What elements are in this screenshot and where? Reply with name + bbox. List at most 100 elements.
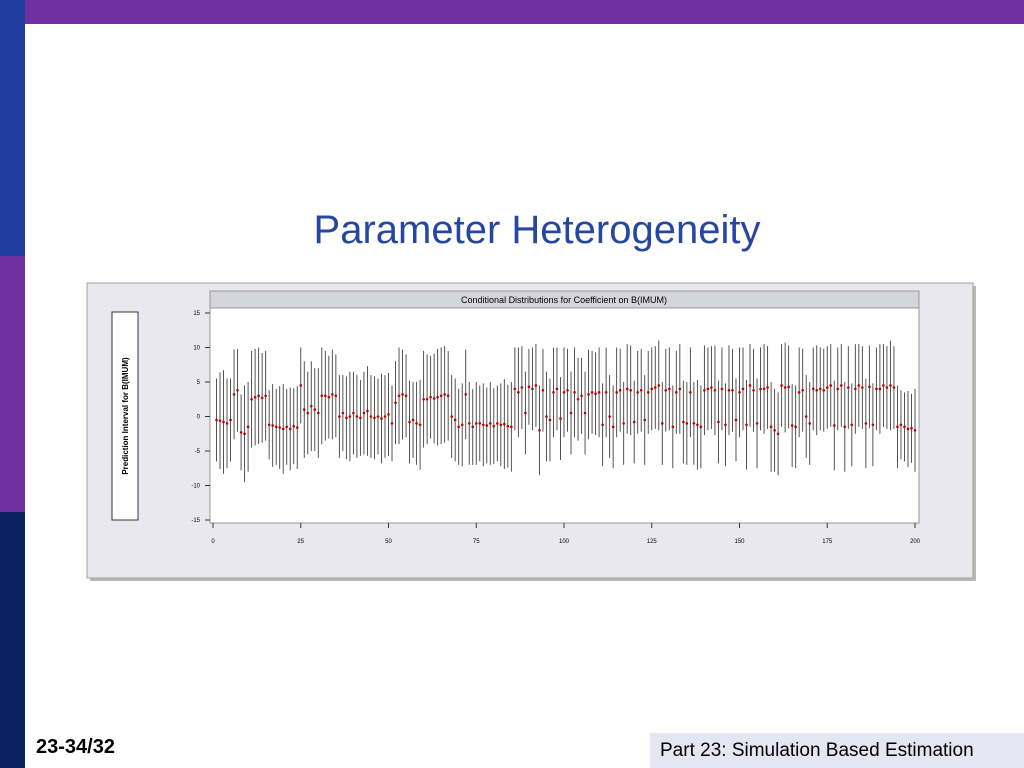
point [910,426,913,430]
point [769,425,773,429]
point [903,425,906,429]
point [615,391,618,394]
point [882,384,885,387]
point [488,422,492,425]
point [822,388,826,392]
point [317,411,320,415]
y-tick-label: 0 [197,415,201,421]
ylabel-box [111,311,139,521]
point [720,387,724,391]
point [246,425,250,429]
point [453,418,457,422]
point [271,424,274,427]
point [625,387,629,391]
point [738,391,741,394]
point [510,425,513,429]
point [790,424,794,427]
point [538,429,541,432]
point [215,418,218,422]
point [345,416,348,420]
point [499,423,503,427]
point [653,386,657,389]
point [636,391,640,394]
point [229,418,232,422]
point [334,394,338,398]
point [517,391,520,394]
point [706,387,710,391]
point [408,420,411,424]
point [467,422,471,425]
point [755,422,759,425]
y-tick-label: 10 [193,346,200,352]
x-tick-label: 0 [211,539,215,545]
point [355,415,359,418]
point [604,391,608,394]
x-tick-label: 100 [559,539,570,545]
point [267,423,271,427]
point [861,386,864,389]
page-number: 23-34/32 [36,736,115,758]
point [650,387,654,391]
point [460,423,464,427]
point [847,386,850,389]
point [425,397,429,401]
point [745,423,748,427]
point [222,420,225,424]
point [225,422,229,425]
point [527,385,531,389]
point [682,420,685,424]
point [506,424,510,428]
point [373,416,376,420]
plot-area [209,307,920,524]
top-band [25,0,1024,24]
point [889,384,892,387]
point [369,415,373,418]
point [260,396,264,400]
point [471,425,475,429]
point [685,422,689,425]
point [892,386,896,389]
point [464,393,468,396]
point [632,420,636,424]
point [359,416,362,420]
point [727,388,731,392]
point [545,415,548,418]
point [766,386,769,389]
point [794,425,797,429]
point [422,397,425,401]
point [566,388,569,392]
point [699,425,703,429]
x-tick-label: 175 [822,539,833,545]
point [478,422,482,425]
y-tick-label: -15 [191,518,200,524]
point [731,388,734,392]
point [657,384,661,387]
point [496,422,499,425]
point [622,422,625,425]
point [801,388,804,392]
point [257,394,260,398]
point [295,426,299,429]
point [875,387,878,391]
point [639,388,643,392]
point [885,386,889,389]
point [703,388,706,392]
point [327,395,331,399]
point [689,391,692,394]
point [274,425,278,429]
point [559,417,562,420]
x-tick-label: 150 [734,539,745,545]
point [503,422,506,426]
point [608,415,611,418]
y-tick-label: 5 [197,380,201,386]
point [611,425,615,429]
point [741,387,745,391]
point [825,386,829,389]
point [285,425,289,429]
point [780,384,783,387]
point [404,394,408,398]
point [383,415,387,418]
point [394,401,397,405]
point [590,391,594,394]
